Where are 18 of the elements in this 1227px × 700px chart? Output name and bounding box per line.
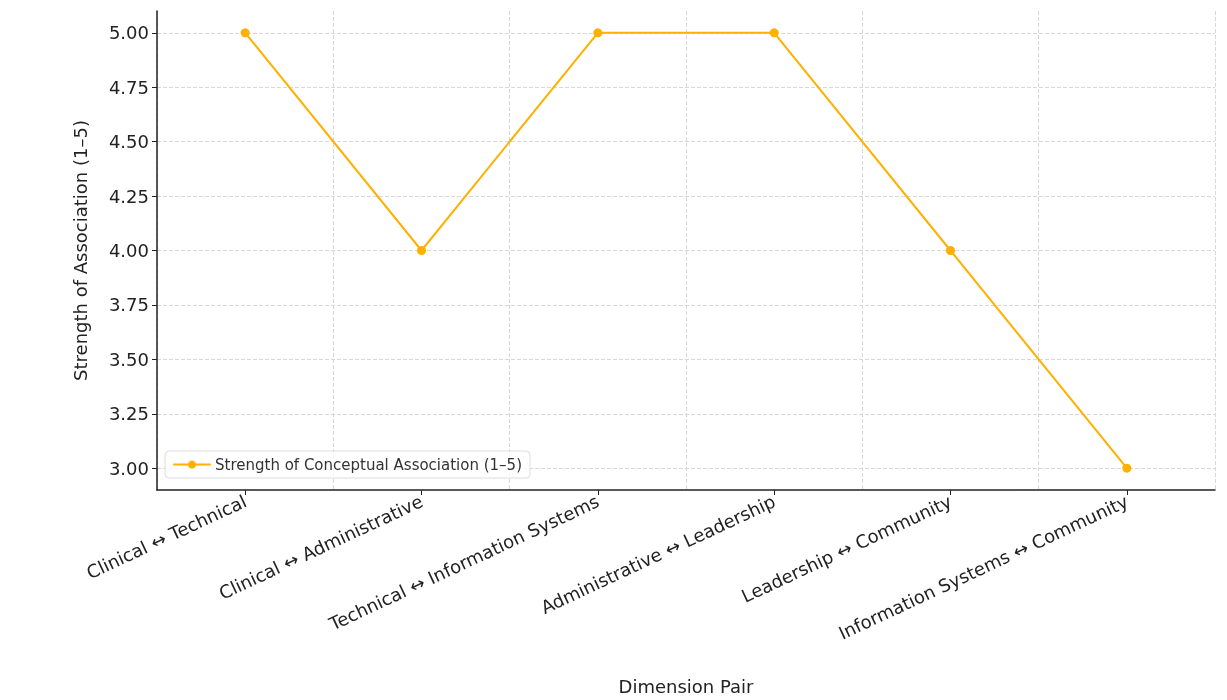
point	[593, 28, 603, 38]
point	[240, 28, 250, 38]
point	[769, 28, 779, 38]
y-tick-label: 4.50	[108, 131, 149, 153]
y-tick-label: 5.00	[108, 22, 149, 44]
point	[946, 246, 955, 255]
y-axis-title: Strength of Association (1–5)	[69, 120, 91, 381]
point	[417, 246, 426, 255]
y-tick-label: 3.50	[108, 348, 149, 370]
legend-label: Strength of Conceptual Association (1–5)	[215, 455, 523, 474]
y-tick-label: 3.75	[108, 294, 149, 316]
y-tick-label: 4.25	[108, 185, 149, 207]
y-tick-label: 3.25	[108, 403, 149, 425]
x-axis-title: Dimension Pair	[618, 675, 755, 697]
y-tick-label: 4.75	[108, 76, 149, 98]
y-tick-label: 4.00	[108, 240, 149, 261]
point	[1122, 463, 1132, 473]
y-tick-label: 3.00	[108, 457, 149, 479]
